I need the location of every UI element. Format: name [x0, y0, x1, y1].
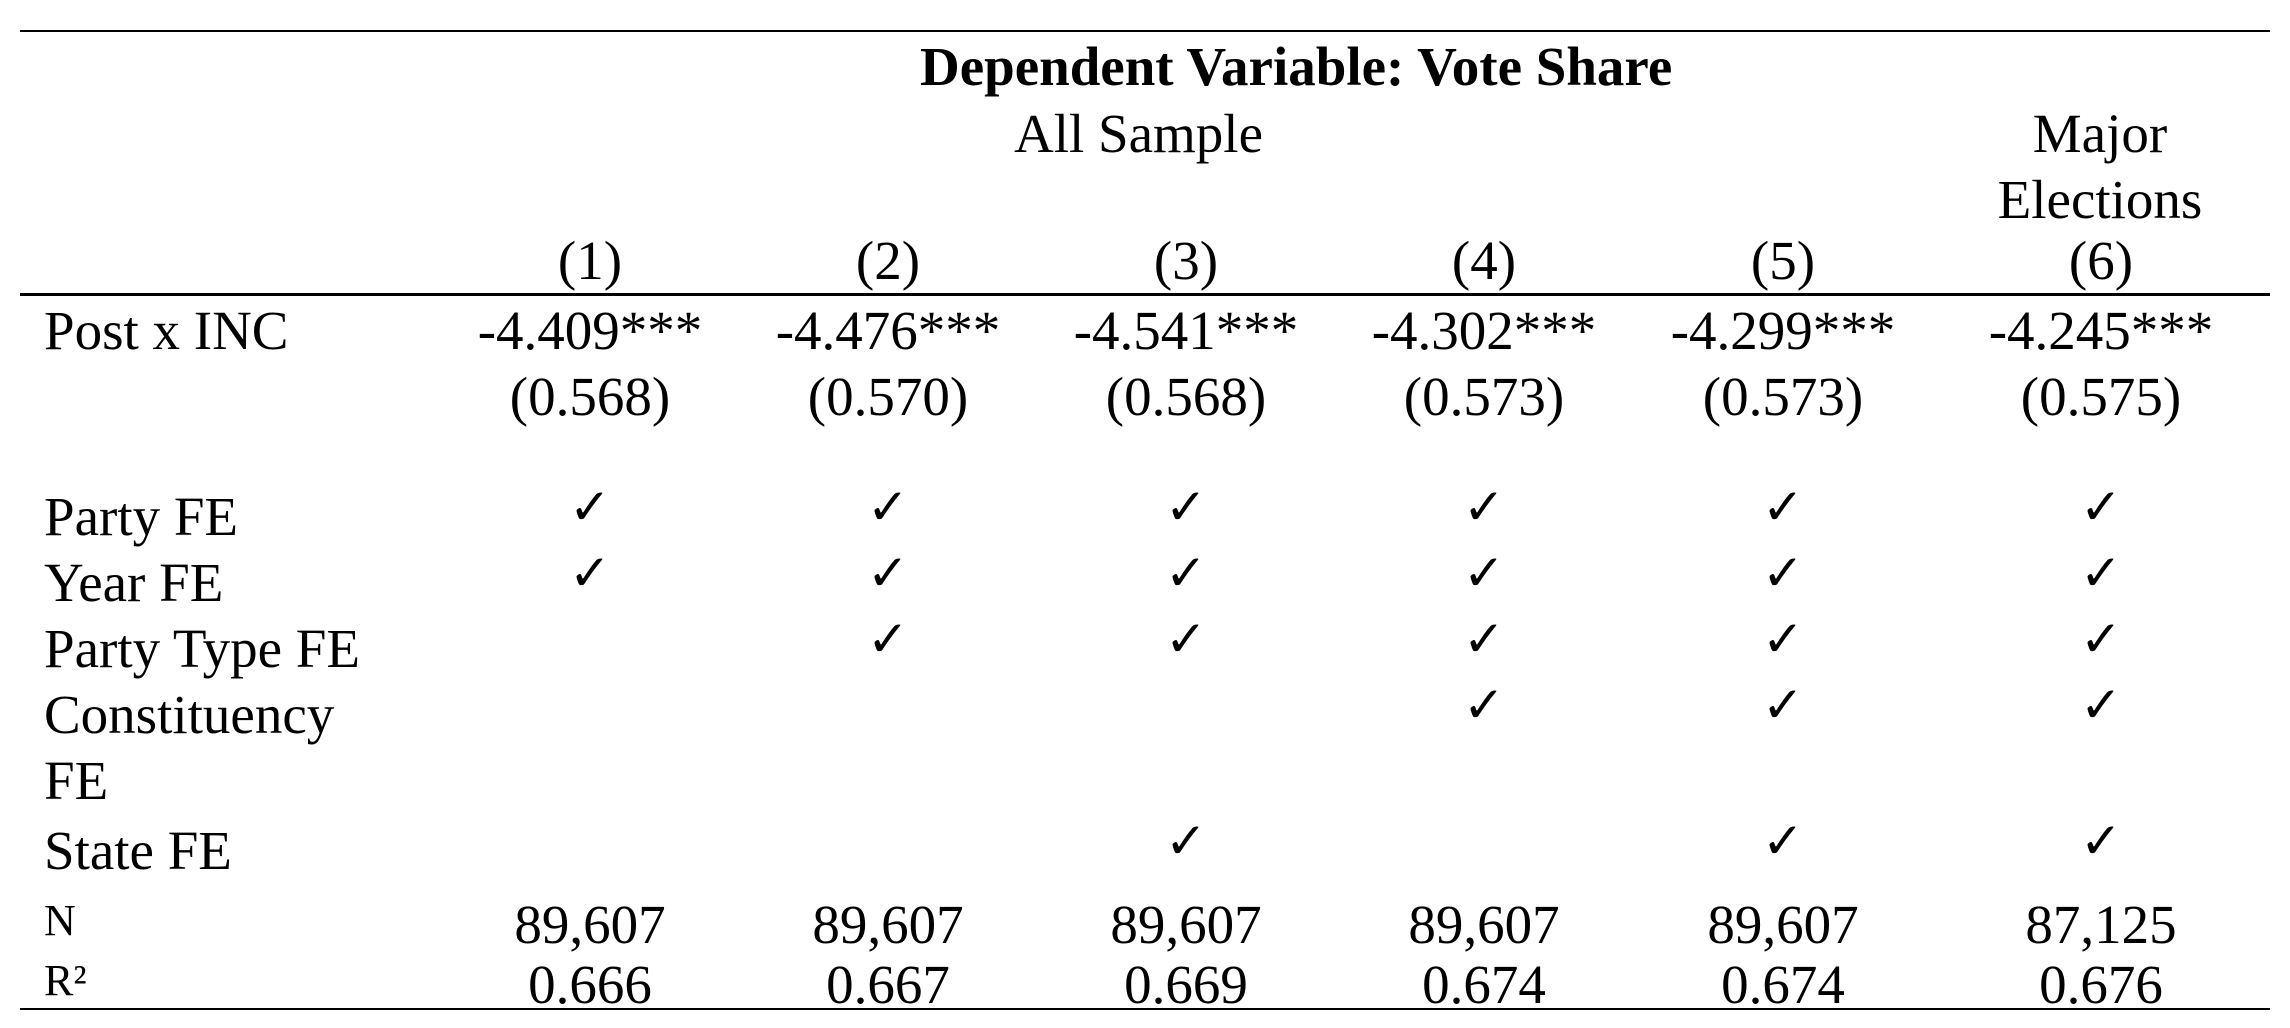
coef-std-error: (0.568)	[1105, 366, 1267, 427]
header-rule	[20, 293, 2270, 296]
column-number: (4)	[1451, 230, 1517, 291]
check-mark: ✓	[1762, 478, 1804, 536]
row-label-fe: State FE	[44, 820, 232, 881]
check-mark: ✓	[1165, 478, 1207, 536]
check-mark: ✓	[2080, 812, 2122, 870]
column-number: (6)	[2068, 230, 2134, 291]
r2-value: 0.667	[826, 954, 950, 1015]
row-label-fe: Year FE	[44, 552, 224, 613]
r2-value: 0.669	[1124, 954, 1248, 1015]
check-mark: ✓	[1165, 610, 1207, 668]
check-mark: ✓	[1762, 610, 1804, 668]
n-value: 87,125	[2025, 894, 2177, 955]
column-number: (1)	[557, 230, 623, 291]
coef-estimate: -4.302***	[1371, 300, 1597, 361]
group-major-elections: Major Elections	[1997, 103, 2203, 230]
check-mark: ✓	[569, 478, 611, 536]
n-value: 89,607	[812, 894, 964, 955]
coef-std-error: (0.573)	[1403, 366, 1565, 427]
coef-estimate: -4.541***	[1073, 300, 1299, 361]
coef-estimate: -4.245***	[1988, 300, 2214, 361]
check-mark: ✓	[1463, 544, 1505, 602]
check-mark: ✓	[569, 544, 611, 602]
check-mark: ✓	[1463, 610, 1505, 668]
n-value: 89,607	[514, 894, 666, 955]
coef-std-error: (0.573)	[1702, 366, 1864, 427]
check-mark: ✓	[2080, 544, 2122, 602]
coef-std-error: (0.570)	[807, 366, 969, 427]
group-all-sample: All Sample	[1014, 103, 1264, 164]
check-mark: ✓	[867, 544, 909, 602]
r2-value: 0.674	[1721, 954, 1845, 1015]
coef-estimate: -4.299***	[1670, 300, 1896, 361]
row-label-fe: Party FE	[44, 486, 239, 547]
row-label-fe: Constituency FE	[44, 684, 335, 811]
coef-estimate: -4.476***	[775, 300, 1001, 361]
r2-value: 0.674	[1422, 954, 1546, 1015]
check-mark: ✓	[1463, 478, 1505, 536]
check-mark: ✓	[1762, 812, 1804, 870]
check-mark: ✓	[1762, 676, 1804, 734]
column-number: (2)	[855, 230, 921, 291]
dependent-variable-title: Dependent Variable: Vote Share	[920, 36, 1673, 97]
check-mark: ✓	[1165, 544, 1207, 602]
row-label-fe: Party Type FE	[44, 618, 360, 679]
top-rule	[20, 30, 2270, 32]
r2-value: 0.676	[2039, 954, 2163, 1015]
check-mark: ✓	[1463, 676, 1505, 734]
check-mark: ✓	[1762, 544, 1804, 602]
check-mark: ✓	[2080, 610, 2122, 668]
column-number: (5)	[1750, 230, 1816, 291]
check-mark: ✓	[867, 478, 909, 536]
r2-value: 0.666	[528, 954, 652, 1015]
check-mark: ✓	[2080, 478, 2122, 536]
coef-std-error: (0.568)	[509, 366, 671, 427]
n-value: 89,607	[1707, 894, 1859, 955]
check-mark: ✓	[2080, 676, 2122, 734]
check-mark: ✓	[867, 610, 909, 668]
row-label-r2: R²	[44, 956, 87, 1005]
coef-estimate: -4.409***	[477, 300, 703, 361]
n-value: 89,607	[1110, 894, 1262, 955]
row-label-n: N	[44, 896, 76, 945]
n-value: 89,607	[1408, 894, 1560, 955]
check-mark: ✓	[1165, 812, 1207, 870]
column-number: (3)	[1153, 230, 1219, 291]
row-label-post-x-inc: Post x INC	[44, 300, 289, 361]
coef-std-error: (0.575)	[2020, 366, 2182, 427]
bottom-rule	[20, 1008, 2270, 1010]
